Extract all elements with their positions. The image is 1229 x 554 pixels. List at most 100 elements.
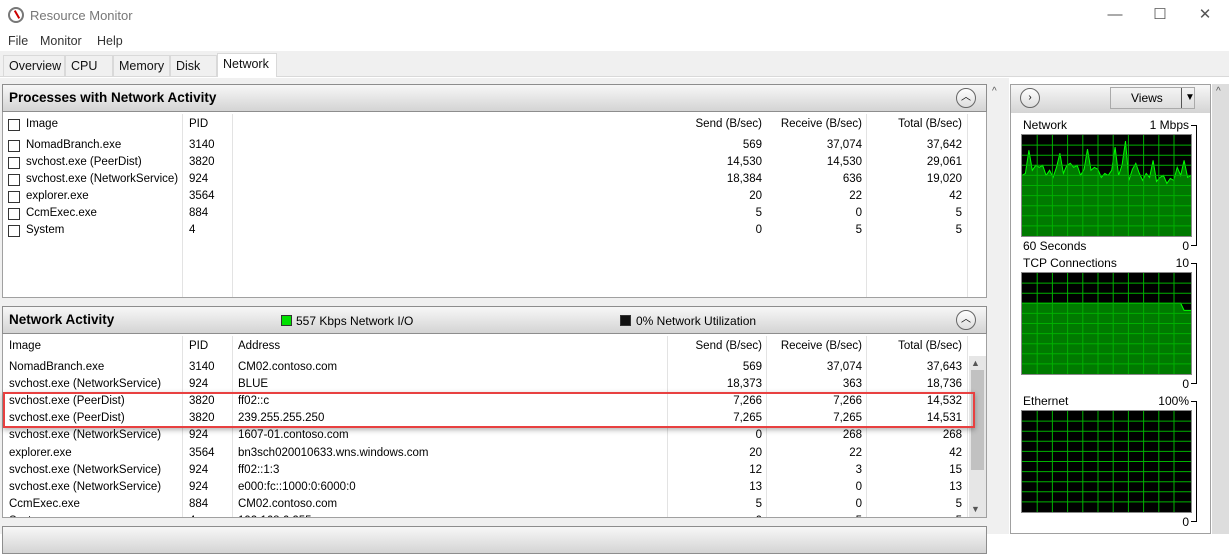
- tab-cpu[interactable]: CPU: [65, 55, 113, 76]
- network-utilization-swatch: [620, 315, 631, 326]
- expand-icon[interactable]: ›: [1020, 88, 1040, 108]
- table-cell[interactable]: explorer.exe: [26, 190, 89, 202]
- left-pane-scrollbar[interactable]: ^: [989, 84, 1005, 534]
- table-cell: 18,736: [926, 378, 962, 391]
- table-cell: 3820: [189, 156, 215, 168]
- column-header-5[interactable]: Total (B/sec): [898, 340, 962, 352]
- table-cell: BLUE: [238, 378, 269, 391]
- graph-min-label: 0: [1182, 239, 1189, 253]
- column-header-3[interactable]: Send (B/sec): [695, 340, 762, 352]
- row-checkbox[interactable]: [8, 157, 20, 169]
- menu-file[interactable]: File: [8, 34, 29, 48]
- table-cell[interactable]: svchost.exe (PeerDist): [9, 395, 125, 408]
- tab-overview[interactable]: Overview: [3, 55, 65, 76]
- scroll-up-icon[interactable]: ^: [992, 86, 997, 97]
- table-cell: 3564: [189, 190, 215, 202]
- table-cell[interactable]: svchost.exe (NetworkService): [9, 463, 162, 476]
- table-cell[interactable]: svchost.exe (NetworkService): [9, 480, 162, 493]
- maximize-button[interactable]: ☐: [1153, 6, 1167, 23]
- table-cell[interactable]: explorer.exe: [9, 446, 72, 459]
- scroll-up-icon[interactable]: ^: [1216, 86, 1221, 97]
- table-cell[interactable]: CcmExec.exe: [9, 497, 80, 510]
- table-cell: 7,265: [733, 412, 762, 425]
- table-cell: 5: [955, 207, 962, 219]
- table-cell: 7,266: [833, 395, 862, 408]
- network-io-swatch: [281, 315, 292, 326]
- table-cell: 18,373: [726, 378, 762, 391]
- column-header-4[interactable]: Total (B/sec): [898, 118, 962, 130]
- processes-header[interactable]: Processes with Network Activity ︿: [2, 84, 987, 112]
- row-checkbox[interactable]: [8, 208, 20, 220]
- views-button[interactable]: Views ▼: [1110, 87, 1195, 109]
- table-cell: 5: [855, 224, 862, 236]
- table-cell: 3564: [189, 446, 215, 459]
- collapse-icon[interactable]: ︿: [956, 310, 976, 330]
- table-cell[interactable]: svchost.exe (NetworkService): [9, 429, 162, 442]
- table-cell: 14,531: [926, 412, 962, 425]
- table-cell: 884: [189, 207, 209, 219]
- column-header-3[interactable]: Receive (B/sec): [780, 118, 862, 130]
- table-cell[interactable]: svchost.exe (NetworkService): [26, 173, 179, 185]
- column-header-1[interactable]: PID: [189, 340, 209, 352]
- views-label: Views: [1131, 91, 1163, 105]
- network-activity-header[interactable]: Network Activity 557 Kbps Network I/O 0%…: [2, 306, 987, 334]
- select-all-checkbox[interactable]: [8, 119, 20, 131]
- scale-bracket: [1191, 263, 1197, 384]
- network-utilization-label: 0% Network Utilization: [636, 314, 757, 328]
- column-header-4[interactable]: Receive (B/sec): [780, 340, 862, 352]
- network-activity-scrollbar[interactable]: ▲ ▼: [969, 356, 986, 517]
- table-cell: 569: [742, 361, 762, 373]
- table-cell: 3: [855, 463, 862, 476]
- table-cell[interactable]: NomadBranch.exe: [9, 361, 105, 373]
- table-cell[interactable]: NomadBranch.exe: [26, 139, 122, 151]
- row-checkbox[interactable]: [8, 174, 20, 186]
- menu-help[interactable]: Help: [97, 34, 123, 48]
- tcp-connections-graph: [1021, 272, 1192, 375]
- table-cell: 14,530: [826, 156, 862, 168]
- column-header-2[interactable]: Address: [238, 340, 281, 352]
- table-cell: 37,643: [926, 361, 962, 373]
- table-cell: 13: [949, 480, 962, 493]
- network-io-label: 557 Kbps Network I/O: [296, 314, 414, 328]
- table-cell: 37,074: [826, 139, 862, 151]
- dropdown-arrow-icon[interactable]: ▼: [1181, 88, 1195, 108]
- collapse-icon[interactable]: ︿: [956, 88, 976, 108]
- table-cell: 4: [189, 224, 196, 236]
- scroll-down-icon[interactable]: ▼: [971, 504, 980, 514]
- menu-monitor[interactable]: Monitor: [40, 34, 82, 48]
- scroll-up-icon[interactable]: ▲: [971, 358, 980, 368]
- table-cell: e000:fc::1000:0:6000:0: [238, 480, 356, 493]
- graphs-scrollbar[interactable]: ^: [1212, 84, 1229, 534]
- minimize-button[interactable]: —: [1107, 6, 1123, 23]
- next-section-header[interactable]: [2, 526, 987, 554]
- row-checkbox[interactable]: [8, 191, 20, 203]
- graph-area: [1022, 141, 1191, 236]
- table-cell[interactable]: svchost.exe (PeerDist): [9, 412, 125, 425]
- table-cell[interactable]: System: [26, 224, 65, 236]
- tab-disk[interactable]: Disk: [170, 55, 217, 76]
- tab-network[interactable]: Network: [217, 53, 277, 77]
- scale-bracket: [1191, 401, 1197, 522]
- column-header-0[interactable]: Image: [26, 118, 58, 130]
- graph-min-label: 0: [1182, 377, 1189, 391]
- tab-memory[interactable]: Memory: [113, 55, 170, 76]
- graph-footer-label: 60 Seconds: [1023, 239, 1087, 253]
- menu-bar: [0, 31, 1229, 51]
- row-checkbox[interactable]: [8, 140, 20, 152]
- row-checkbox[interactable]: [8, 225, 20, 237]
- table-cell: 884: [189, 497, 209, 510]
- highlight-box: [3, 392, 975, 428]
- column-header-0[interactable]: Image: [9, 340, 41, 352]
- column-separator: [967, 114, 968, 297]
- table-cell: 1607-01.contoso.com: [238, 429, 349, 442]
- close-button[interactable]: ✕: [1198, 6, 1212, 23]
- table-cell: 3140: [189, 361, 215, 373]
- table-cell[interactable]: CcmExec.exe: [26, 207, 97, 219]
- column-header-2[interactable]: Send (B/sec): [695, 118, 762, 130]
- table-cell[interactable]: System: [9, 515, 47, 517]
- table-cell[interactable]: svchost.exe (PeerDist): [26, 156, 142, 168]
- table-cell[interactable]: svchost.exe (NetworkService): [9, 378, 162, 391]
- table-cell: 924: [189, 378, 209, 391]
- column-header-1[interactable]: PID: [189, 118, 209, 130]
- table-cell: 268: [942, 429, 962, 442]
